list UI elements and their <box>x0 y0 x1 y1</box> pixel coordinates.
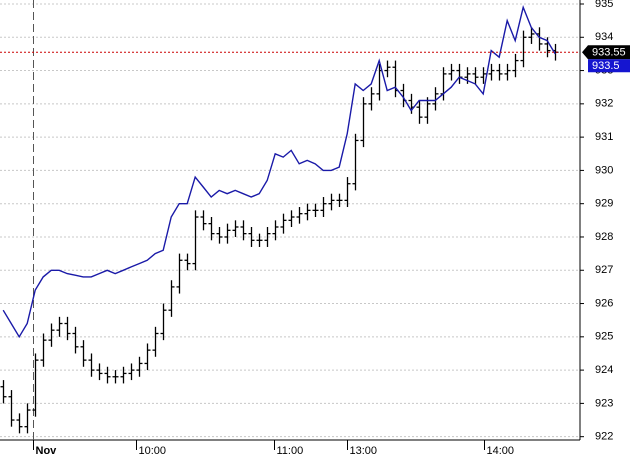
y-tick-label: 927 <box>595 264 613 276</box>
x-tick-label: 11:00 <box>277 445 304 456</box>
x-tick-label: 14:00 <box>487 445 515 456</box>
y-tick-label: 923 <box>595 397 613 409</box>
y-tick-label: 929 <box>595 198 613 210</box>
last-price-label: 933.55 <box>592 47 626 59</box>
line-last-tag <box>588 59 630 73</box>
y-tick-label: 930 <box>595 164 613 176</box>
y-tick-label: 926 <box>595 297 613 309</box>
x-tick-label: 10:00 <box>139 445 167 456</box>
overlay-line <box>2 4 556 339</box>
y-tick-label: 932 <box>595 98 613 110</box>
y-tick-label: 928 <box>595 231 613 243</box>
y-tick-label: 934 <box>595 31 613 43</box>
line-last-label: 933.5 <box>592 60 620 72</box>
y-tick-label: 925 <box>595 331 613 343</box>
last-price-tag <box>582 45 630 60</box>
y-tick-label: 935 <box>595 0 613 10</box>
y-tick-label: 931 <box>595 131 613 143</box>
x-tick-label: Nov <box>36 445 58 456</box>
y-tick-label: 924 <box>595 364 613 376</box>
y-tick-label: 922 <box>595 431 613 443</box>
x-tick-label: 13:00 <box>350 445 378 456</box>
